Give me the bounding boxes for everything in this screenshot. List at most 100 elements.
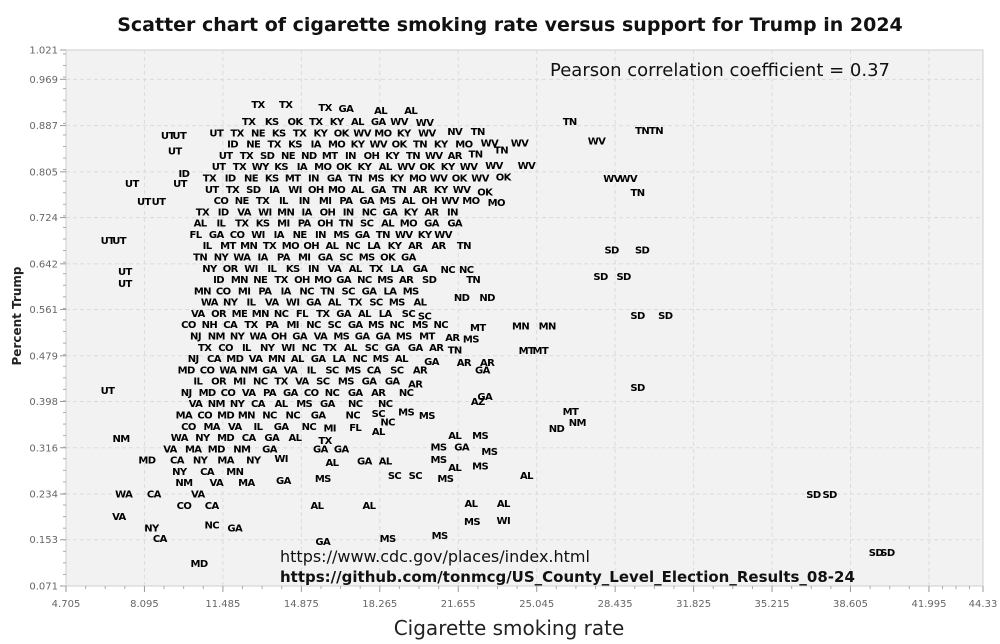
point-label: GA: [320, 399, 336, 410]
point-label: TX: [274, 275, 288, 286]
point-label: NC: [357, 275, 372, 286]
point-label: MA: [238, 478, 255, 489]
point-label: AL: [351, 185, 365, 196]
point-label: GA: [355, 230, 371, 241]
x-tick-label: 21.655: [441, 599, 476, 610]
point-label: AZ: [471, 397, 485, 408]
point-label: MO: [462, 196, 479, 207]
point-label: CO: [304, 388, 319, 399]
point-label: TN: [494, 145, 508, 156]
point-label: TX: [274, 377, 288, 388]
y-tick-label: 1.021: [29, 46, 58, 57]
point-label: SC: [372, 409, 386, 420]
point-label: TX: [263, 241, 277, 252]
point-label: GA: [348, 320, 364, 331]
point-label: TN: [348, 174, 362, 185]
point-label: NY: [202, 264, 218, 275]
point-label: MN: [226, 467, 243, 478]
point-label: VA: [191, 490, 205, 501]
point-label: MO: [374, 128, 391, 139]
point-label: GA: [318, 253, 334, 264]
point-label: AR: [399, 275, 414, 286]
point-label: IA: [311, 140, 322, 151]
point-label: WV: [588, 136, 606, 147]
point-label: MS: [412, 320, 428, 331]
point-label: LA: [333, 354, 347, 365]
point-label: MI: [238, 286, 250, 297]
x-tick-label: 8.095: [130, 599, 159, 610]
point-label: NC: [440, 265, 455, 276]
point-label: WA: [233, 253, 251, 264]
point-label: TX: [244, 320, 258, 331]
point-label: GA: [264, 433, 280, 444]
point-label: AL: [351, 117, 365, 128]
point-label: MN: [240, 241, 257, 252]
point-label: CO: [200, 365, 215, 376]
y-tick-label: 0.234: [29, 490, 58, 501]
point-label: NY: [172, 467, 188, 478]
point-label: NM: [569, 418, 587, 429]
point-label: WV: [395, 230, 413, 241]
point-label: WI: [251, 230, 265, 241]
point-label: SD: [593, 272, 608, 283]
point-label: IN: [308, 264, 319, 275]
point-label: MN: [539, 321, 556, 332]
point-label: GA: [424, 357, 440, 368]
point-label: NV: [447, 127, 463, 138]
point-label: NJ: [181, 388, 192, 399]
point-label: TX: [316, 309, 330, 320]
point-label: NC: [262, 411, 277, 422]
point-label: VA: [327, 264, 341, 275]
point-label: ND: [479, 293, 495, 304]
point-label: KS: [265, 117, 279, 128]
point-label: GA: [262, 444, 278, 455]
point-label: TX: [203, 174, 217, 185]
point-label: TX: [230, 128, 244, 139]
point-label: MT: [322, 151, 338, 162]
point-label: AL: [497, 499, 511, 510]
y-tick-label: 0.887: [29, 121, 58, 132]
point-label: MS: [431, 443, 447, 454]
point-label: TX: [279, 100, 293, 111]
point-label: TX: [318, 436, 332, 447]
point-label: MO: [488, 198, 505, 209]
point-label: AL: [448, 431, 462, 442]
point-label: NC: [274, 309, 289, 320]
point-label: CA: [223, 320, 238, 331]
point-label: IN: [447, 207, 458, 218]
point-label: KS: [274, 162, 288, 173]
point-label: VA: [265, 298, 279, 309]
point-label: MS: [368, 320, 384, 331]
point-label: UT: [209, 128, 224, 139]
point-label: VA: [112, 512, 126, 523]
point-label: GA: [283, 388, 299, 399]
point-label: SD: [604, 246, 619, 257]
point-label: GA: [339, 104, 355, 115]
point-label: UT: [212, 162, 227, 173]
point-label: AR: [408, 241, 423, 252]
point-label: KY: [314, 128, 329, 139]
point-label: UT: [118, 279, 133, 290]
point-label: TN: [563, 117, 577, 128]
point-label: GA: [348, 388, 364, 399]
point-label: PA: [265, 320, 279, 331]
point-label: VA: [237, 207, 251, 218]
point-label: NC: [348, 399, 363, 410]
point-label: AR: [448, 151, 463, 162]
point-label: IL: [242, 343, 252, 354]
point-label: MN: [238, 411, 255, 422]
point-label: GA: [408, 343, 424, 354]
point-label: VA: [189, 399, 203, 410]
x-tick-label: 14.875: [284, 599, 319, 610]
point-label: ID: [178, 169, 189, 180]
point-label: KY: [397, 128, 412, 139]
point-label: MO: [282, 241, 299, 252]
point-label: OK: [287, 117, 304, 128]
point-label: OH: [271, 332, 287, 343]
y-tick-label: 0.724: [29, 213, 58, 224]
point-label: KS: [265, 174, 279, 185]
point-label: WV: [353, 128, 371, 139]
point-label: OK: [334, 128, 351, 139]
source-link-cdc: https://www.cdc.gov/places/index.html: [280, 547, 590, 566]
